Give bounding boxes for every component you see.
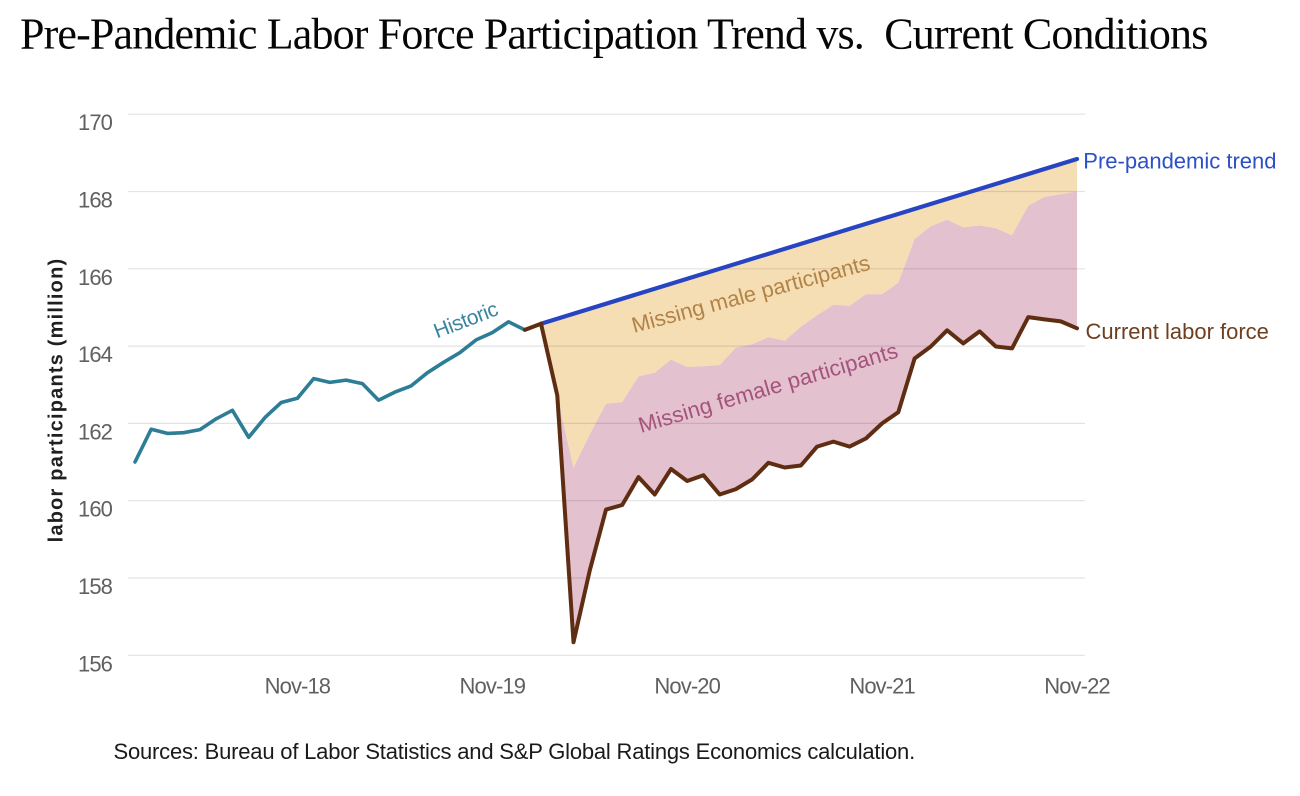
svg-text:Nov-20: Nov-20 (654, 674, 720, 699)
svg-text:Nov-21: Nov-21 (849, 674, 915, 699)
svg-text:Pre-pandemic trend: Pre-pandemic trend (1083, 148, 1276, 173)
svg-text:168: 168 (78, 188, 113, 213)
svg-text:Nov-18: Nov-18 (265, 674, 331, 699)
svg-text:156: 156 (78, 651, 113, 676)
svg-text:Current labor force: Current labor force (1086, 319, 1269, 344)
svg-text:164: 164 (78, 342, 113, 367)
svg-text:162: 162 (78, 419, 113, 444)
svg-text:Nov-22: Nov-22 (1044, 674, 1110, 699)
svg-text:labor participants (million): labor participants (million) (46, 258, 68, 543)
svg-text:Sources: Bureau of Labor Stati: Sources: Bureau of Labor Statistics and … (114, 739, 916, 764)
svg-text:158: 158 (78, 574, 113, 599)
svg-text:166: 166 (78, 265, 113, 290)
svg-text:170: 170 (78, 110, 113, 135)
svg-text:Nov-19: Nov-19 (460, 674, 526, 699)
svg-text:160: 160 (78, 497, 113, 522)
svg-text:Pre-Pandemic Labor Force Parti: Pre-Pandemic Labor Force Participation T… (20, 10, 1207, 59)
